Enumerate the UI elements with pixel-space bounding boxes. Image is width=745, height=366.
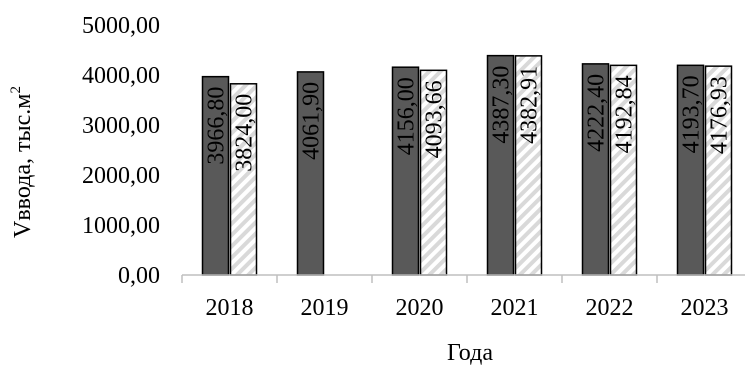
y-tick-label: 0,00 xyxy=(118,263,160,289)
y-axis-title-superscript: 2 xyxy=(8,86,24,94)
data-label: 4192,84 xyxy=(612,75,638,153)
bar-2023-series-1 xyxy=(676,64,705,276)
bar-series xyxy=(201,54,733,276)
data-label: 4387,30 xyxy=(489,66,515,144)
data-label: 4156,00 xyxy=(394,77,420,155)
bar-2021-series-1 xyxy=(486,54,515,276)
y-axis-title-text: Vввода, тыс.м xyxy=(10,94,36,238)
x-tick-label: 2020 xyxy=(396,295,444,321)
x-tick-label: 2019 xyxy=(301,295,349,321)
data-label: 4176,93 xyxy=(707,76,733,154)
bar-2018-series-2 xyxy=(229,83,258,276)
data-label: 3824,00 xyxy=(232,94,258,172)
data-label: 4061,90 xyxy=(299,82,325,160)
data-label: 4093,66 xyxy=(422,80,448,158)
data-label: 4382,91 xyxy=(517,66,543,144)
bar-2020-series-1 xyxy=(391,66,420,276)
data-labels: 3966,80 3824,00 4061,90 4156,00 4093,66 4387,… xyxy=(204,66,733,172)
y-axis-ticks: 0,00 1000,00 2000,00 3000,00 4000,00 5000,00 xyxy=(82,13,160,289)
data-label: 4222,40 xyxy=(584,74,610,152)
x-tick-label: 2018 xyxy=(206,295,254,321)
x-tick-label: 2023 xyxy=(681,295,729,321)
data-label: 4193,70 xyxy=(679,75,705,153)
y-tick-label: 5000,00 xyxy=(82,13,160,39)
bar-2018-series-1 xyxy=(201,75,230,276)
x-axis-title: Года xyxy=(447,340,493,366)
y-tick-label: 4000,00 xyxy=(82,63,160,89)
x-tick-label: 2021 xyxy=(491,295,539,321)
bar-2022-series-1 xyxy=(581,63,610,276)
x-axis-ticks: 2018 2019 2020 2021 2022 2023 xyxy=(206,295,729,321)
y-tick-label: 3000,00 xyxy=(82,113,160,139)
y-tick-label: 1000,00 xyxy=(82,213,160,239)
y-tick-label: 2000,00 xyxy=(82,163,160,189)
y-axis-title: Vввода, тыс.м2 xyxy=(8,86,36,238)
data-label: 3966,80 xyxy=(204,87,230,165)
x-axis xyxy=(181,274,745,283)
x-tick-label: 2022 xyxy=(586,295,634,321)
bar-2023-series-2 xyxy=(704,65,733,276)
